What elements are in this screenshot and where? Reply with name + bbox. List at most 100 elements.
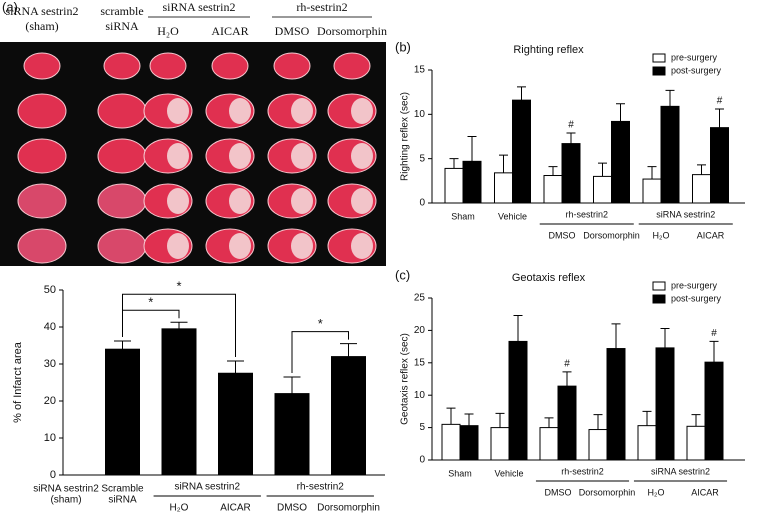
infarct-region xyxy=(167,143,189,169)
x-tick-label: siRNA xyxy=(108,495,137,506)
x-tick-label: (sham) xyxy=(50,495,81,506)
y-tick-label: 10 xyxy=(414,109,426,120)
infarct-region xyxy=(351,233,373,259)
infarct-region xyxy=(351,143,373,169)
y-tick-label: 0 xyxy=(50,469,56,481)
bar xyxy=(512,99,531,204)
brain-slice xyxy=(333,52,371,80)
bar xyxy=(686,425,706,461)
brain-slice xyxy=(149,52,187,80)
error-bar xyxy=(715,108,724,128)
bar xyxy=(642,178,662,204)
group-label: rh-sestrin2 xyxy=(561,466,604,476)
error-bar xyxy=(544,417,554,428)
y-axis-label: Righting reflex (sec) xyxy=(400,92,411,181)
error-bar xyxy=(566,132,576,144)
bar xyxy=(692,174,711,204)
bar xyxy=(508,340,528,461)
significance-bracket xyxy=(122,293,236,358)
error-bar xyxy=(114,340,131,350)
error-bar xyxy=(642,410,652,426)
brain-slice xyxy=(273,52,311,80)
y-tick-label: 20 xyxy=(44,395,56,407)
bar xyxy=(660,105,680,204)
error-bar xyxy=(495,412,505,428)
bar xyxy=(539,427,559,461)
y-tick-label: 20 xyxy=(414,325,426,336)
annotation: # xyxy=(568,120,574,131)
error-bar xyxy=(660,327,670,348)
group-label: siRNA sestrin2 xyxy=(174,482,240,493)
brain-slice xyxy=(23,52,61,80)
infarct-region xyxy=(167,233,189,259)
brain-slice xyxy=(97,138,147,174)
error-bar xyxy=(227,360,244,374)
y-tick-label: 0 xyxy=(419,455,425,466)
error-bar xyxy=(562,371,572,387)
bar xyxy=(274,393,310,476)
error-bar xyxy=(709,340,719,363)
infarct-region xyxy=(229,98,251,124)
bar xyxy=(593,175,612,204)
photo-group-label: siRNA sestrin2 xyxy=(162,0,235,14)
error-bar xyxy=(593,414,603,430)
error-bar xyxy=(697,164,706,175)
annotation: # xyxy=(717,96,723,107)
panel-label: (b) xyxy=(395,39,411,54)
error-bar xyxy=(548,166,558,176)
panel-label: (c) xyxy=(395,267,410,282)
group-label: rh-sestrin2 xyxy=(565,209,608,219)
brain-slice xyxy=(17,93,67,129)
bar xyxy=(494,172,513,204)
photo-column-label: scramble xyxy=(100,4,143,18)
y-tick-label: 5 xyxy=(419,422,425,433)
y-tick-label: 30 xyxy=(44,358,56,370)
bar xyxy=(710,127,729,204)
annotation: # xyxy=(564,359,570,370)
bar xyxy=(655,347,675,461)
error-bar xyxy=(647,166,657,180)
photo-column-label: siRNA sestrin2 xyxy=(5,4,78,18)
bar xyxy=(588,429,608,461)
significance-label: * xyxy=(176,279,181,294)
infarct-region xyxy=(229,233,251,259)
x-tick-label: Sham xyxy=(451,211,475,221)
annotation: # xyxy=(711,328,717,339)
significance-bracket xyxy=(291,331,349,373)
chart-title: Geotaxis reflex xyxy=(512,272,586,284)
y-tick-label: 15 xyxy=(414,357,426,368)
x-tick-label: DMSO xyxy=(277,503,307,513)
y-tick-label: 10 xyxy=(44,432,56,444)
significance-label: * xyxy=(148,295,153,310)
x-tick-label: Vehicle xyxy=(498,211,527,221)
y-tick-label: 5 xyxy=(419,153,425,164)
infarct-region xyxy=(291,98,313,124)
error-bar xyxy=(283,376,301,394)
x-tick-label: Dorsomorphin xyxy=(317,503,380,513)
brain-slice xyxy=(97,93,147,129)
error-bar xyxy=(611,323,621,349)
error-bar xyxy=(170,321,188,329)
bar xyxy=(459,425,479,461)
error-bar xyxy=(665,89,675,107)
brain-slice xyxy=(97,183,147,219)
infarct-region xyxy=(167,98,189,124)
x-tick-label: H₂O xyxy=(648,487,665,497)
bar xyxy=(161,328,197,476)
x-tick-label: DMSO xyxy=(545,487,572,497)
x-tick-label: AICAR xyxy=(220,503,251,513)
x-tick-label: DMSO xyxy=(549,230,576,240)
bar xyxy=(331,356,366,476)
brain-slice xyxy=(211,52,249,80)
chart-title: Righting reflex xyxy=(513,44,584,56)
legend-label: pre-surgery xyxy=(671,52,718,62)
x-tick-label: siRNA sestrin2 xyxy=(33,484,99,495)
legend-swatch xyxy=(652,281,666,291)
bar xyxy=(704,361,724,461)
x-tick-label: Vehicle xyxy=(494,468,523,478)
x-tick-label: H₂O xyxy=(653,230,670,240)
legend-label: pre-surgery xyxy=(671,280,718,290)
x-tick-label: Dorsomorphin xyxy=(579,487,636,497)
legend-label: post-surgery xyxy=(671,65,722,75)
